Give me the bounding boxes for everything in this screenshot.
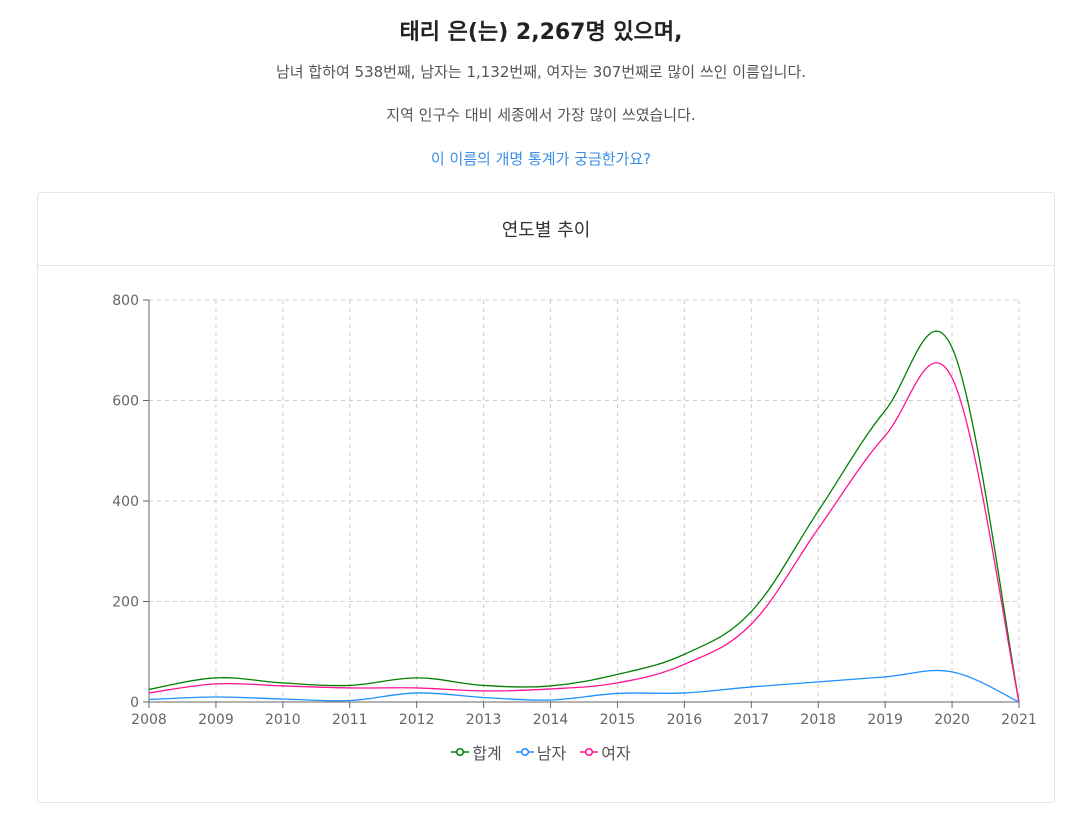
y-tick-label: 800 — [112, 293, 139, 309]
x-tick-label: 2010 — [265, 712, 301, 728]
legend-marker-icon — [580, 747, 599, 757]
x-tick-label: 2018 — [800, 712, 836, 728]
x-tick-label: 2012 — [399, 712, 435, 728]
region-summary: 지역 인구수 대비 세종에서 가장 많이 쓰였습니다. — [386, 106, 696, 124]
y-tick-label: 400 — [112, 494, 139, 510]
y-tick-label: 0 — [130, 695, 139, 711]
y-tick-label: 600 — [112, 394, 139, 410]
y-tick-label: 200 — [112, 595, 139, 611]
legend-label: 남자 — [536, 744, 567, 763]
series-line-female — [148, 362, 1020, 703]
headline: 태리 은(는) 2,267명 있으며, — [399, 20, 683, 45]
legend-item-male[interactable]: 남자 — [515, 740, 567, 764]
legend-label: 합계 — [472, 744, 502, 763]
chart-card: 연도별 추이 — [37, 192, 1055, 803]
legend-item-total[interactable]: 합계 — [451, 740, 502, 764]
series-line-total — [148, 330, 1020, 703]
legend-item-female[interactable]: 여자 — [580, 740, 631, 764]
x-tick-label: 2015 — [600, 712, 636, 728]
rank-summary: 남녀 합하여 538번째, 남자는 1,132번째, 여자는 307번째로 많이… — [275, 63, 807, 81]
x-tick-label: 2017 — [733, 712, 769, 728]
legend-marker-icon — [515, 747, 534, 757]
x-tick-label: 2019 — [867, 712, 903, 728]
chart-legend: 합계 남자 여자 — [0, 740, 1082, 764]
x-tick-label: 2021 — [1001, 712, 1037, 728]
legend-label: 여자 — [601, 744, 631, 763]
x-tick-label: 2013 — [466, 712, 502, 728]
x-tick-label: 2008 — [131, 712, 167, 728]
legend-marker-icon — [451, 747, 470, 757]
x-tick-label: 2009 — [198, 712, 234, 728]
series-line-male — [148, 669, 1020, 703]
x-tick-label: 2011 — [332, 712, 368, 728]
x-tick-label: 2020 — [934, 712, 970, 728]
x-tick-label: 2014 — [533, 712, 569, 728]
chart-card-title: 연도별 추이 — [38, 193, 1054, 266]
x-tick-label: 2016 — [667, 712, 703, 728]
rename-stats-link[interactable]: 이 이름의 개명 통계가 궁금한가요? — [430, 150, 652, 168]
